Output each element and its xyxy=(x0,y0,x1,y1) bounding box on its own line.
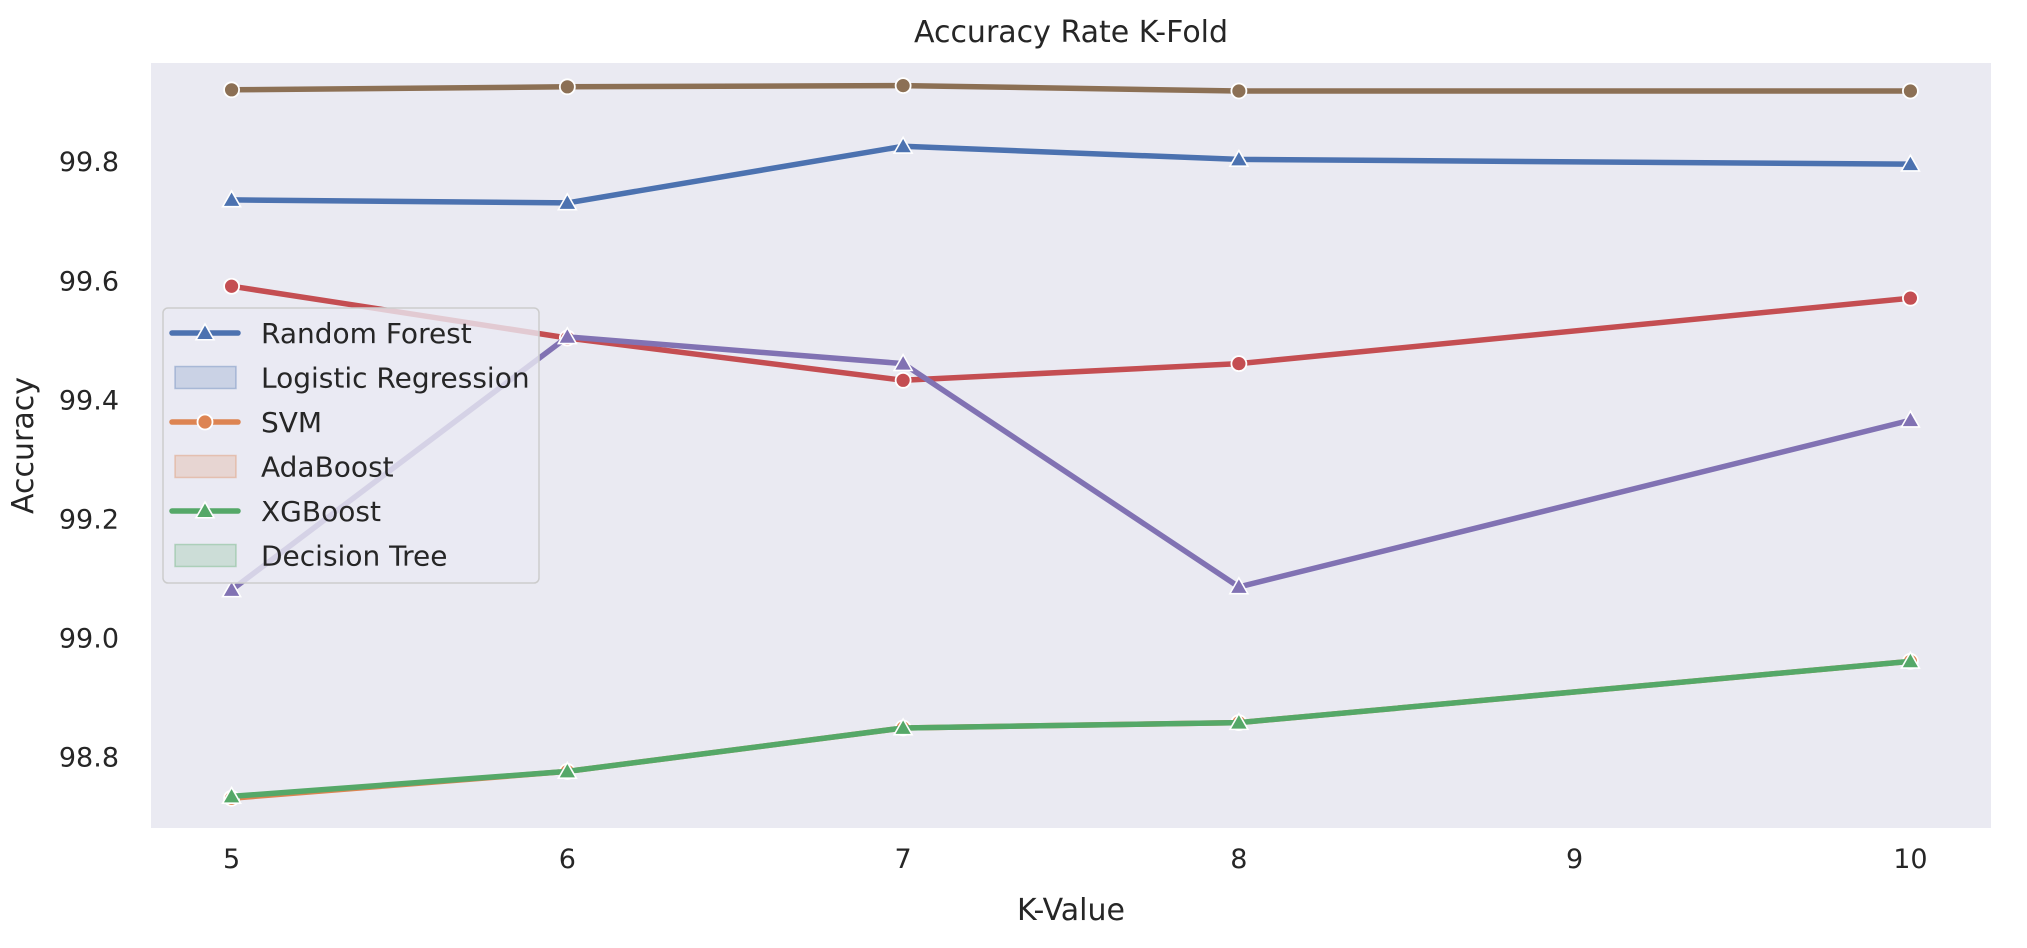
legend-item: Random Forest xyxy=(169,317,472,350)
xgboost-line-point xyxy=(892,717,914,736)
y-tick-label: 99.2 xyxy=(59,504,119,535)
brown-line-point xyxy=(1230,82,1248,100)
legend-label: XGBoost xyxy=(261,495,381,528)
xgboost-line-point xyxy=(221,785,242,804)
legend-label: AdaBoost xyxy=(261,451,394,484)
legend: Random Forest Logistic Regression SVM AdaBo… xyxy=(162,307,540,584)
red-line-point xyxy=(223,277,240,295)
brown-line-point xyxy=(894,77,912,95)
brown-line-group xyxy=(223,77,1919,100)
legend-label: Random Forest xyxy=(261,317,472,350)
legend-band-swatch xyxy=(174,454,237,479)
y-tick-label: 99.8 xyxy=(59,147,119,178)
y-axis-ticks: 98.8 99.0 99.2 99.4 99.6 99.8 xyxy=(59,147,119,773)
x-tick-label: 9 xyxy=(1566,844,1583,875)
purple-line-point xyxy=(1228,576,1250,595)
xgboost-line-point xyxy=(1900,650,1921,669)
red-line-point xyxy=(894,371,912,389)
xgboost-line-group xyxy=(221,650,1921,804)
random-forest-line-point xyxy=(1228,148,1250,167)
random-forest-line-point xyxy=(1900,153,1921,172)
random-forest-line-point xyxy=(892,135,914,154)
purple-line-point xyxy=(1900,409,1921,428)
y-tick-label: 99.6 xyxy=(59,266,119,297)
x-tick-label: 6 xyxy=(559,844,576,875)
random-forest-line-group xyxy=(221,135,1921,211)
legend-label: Decision Tree xyxy=(261,540,447,573)
legend-marker xyxy=(194,322,216,341)
legend-item: Logistic Regression xyxy=(174,362,530,395)
legend-item: XGBoost xyxy=(169,495,381,528)
xgboost-line-point xyxy=(556,760,578,779)
y-tick-label: 99.0 xyxy=(59,623,119,654)
brown-line-point xyxy=(558,78,576,96)
y-axis-title: Accuracy xyxy=(6,377,41,514)
xgboost-line-point xyxy=(1228,712,1250,731)
legend-marker xyxy=(194,500,216,519)
purple-line-point xyxy=(892,353,914,372)
legend-label: Logistic Regression xyxy=(261,362,530,395)
random-forest-line-point xyxy=(221,189,242,208)
purple-line-point xyxy=(556,326,578,345)
legend-box xyxy=(162,307,540,584)
chart-title: Accuracy Rate K-Fold xyxy=(914,15,1228,50)
legend-item: AdaBoost xyxy=(174,451,394,484)
x-tick-label: 5 xyxy=(223,844,240,875)
y-tick-label: 98.8 xyxy=(59,743,119,774)
random-forest-line-point xyxy=(556,192,578,211)
y-tick-label: 99.4 xyxy=(59,385,119,416)
x-tick-label: 7 xyxy=(895,844,912,875)
legend-item: SVM xyxy=(169,406,322,439)
purple-line-point xyxy=(221,579,242,598)
legend-marker xyxy=(196,413,214,431)
x-tick-label: 8 xyxy=(1230,844,1247,875)
red-line-point xyxy=(1902,289,1919,307)
legend-label: SVM xyxy=(261,406,322,439)
x-axis-ticks: 5 6 7 8 9 10 xyxy=(223,844,1928,875)
legend-band-swatch xyxy=(174,543,237,568)
red-line-point xyxy=(1230,355,1248,373)
brown-line-point xyxy=(223,81,240,99)
legend-item: Decision Tree xyxy=(174,540,447,573)
legend-band-swatch xyxy=(174,365,237,390)
x-axis-title: K-Value xyxy=(1017,893,1125,928)
brown-line-point xyxy=(1902,82,1919,100)
x-tick-label: 10 xyxy=(1893,844,1927,875)
